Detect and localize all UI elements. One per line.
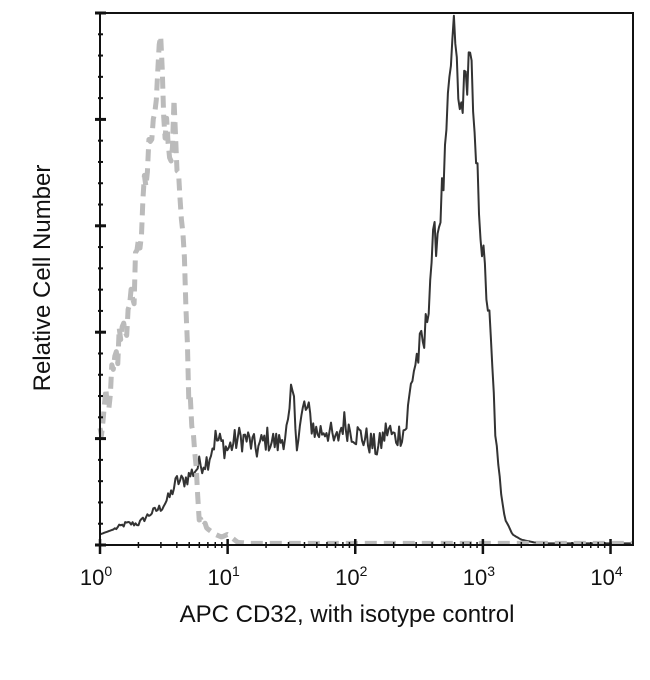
x-tick-label: 103 <box>463 563 495 590</box>
plot-marks <box>97 14 634 546</box>
x-axis-title: APC CD32, with isotype control <box>180 601 515 628</box>
axes: 100 101 102 103 104 <box>80 11 634 590</box>
x-tick-label: 101 <box>207 563 239 590</box>
y-axis-title: Relative Cell Number <box>29 165 56 392</box>
isotype-control-curve <box>97 33 634 546</box>
x-tick-label: 100 <box>80 563 112 590</box>
stained-sample-curve <box>99 14 633 545</box>
x-tick-label: 102 <box>335 563 367 590</box>
x-tick-label: 104 <box>590 563 622 590</box>
plot-frame <box>99 12 634 546</box>
